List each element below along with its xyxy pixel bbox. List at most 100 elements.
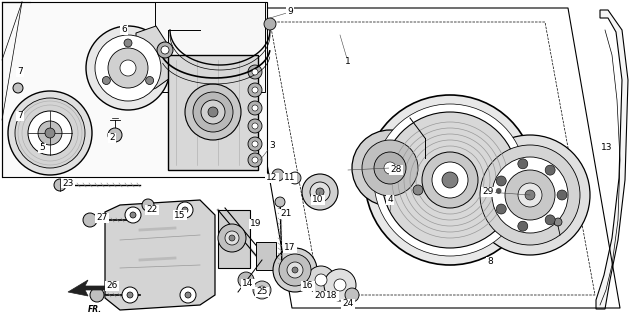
Circle shape	[15, 98, 85, 168]
Circle shape	[374, 104, 526, 256]
Text: 24: 24	[342, 300, 354, 308]
Circle shape	[90, 288, 104, 302]
Text: FR.: FR.	[88, 305, 102, 314]
Circle shape	[287, 262, 303, 278]
Circle shape	[142, 199, 154, 211]
Circle shape	[470, 135, 590, 255]
Circle shape	[382, 112, 518, 248]
Circle shape	[432, 162, 468, 198]
Text: •: •	[492, 182, 504, 202]
Circle shape	[365, 95, 535, 265]
Text: 11: 11	[284, 174, 296, 182]
Circle shape	[108, 48, 148, 88]
Bar	[256, 242, 276, 270]
Text: 27: 27	[96, 213, 108, 222]
Circle shape	[252, 157, 258, 163]
Polygon shape	[68, 280, 105, 296]
Circle shape	[193, 92, 233, 132]
Text: 14: 14	[243, 279, 253, 288]
Circle shape	[248, 137, 262, 151]
Circle shape	[496, 176, 506, 186]
Text: 15: 15	[174, 211, 186, 219]
Circle shape	[45, 128, 55, 138]
Text: 10: 10	[312, 196, 324, 204]
Polygon shape	[596, 10, 628, 309]
Circle shape	[518, 221, 528, 231]
Text: 28: 28	[390, 166, 402, 174]
Circle shape	[248, 83, 262, 97]
Circle shape	[422, 152, 478, 208]
Text: 21: 21	[280, 210, 292, 219]
Circle shape	[127, 292, 133, 298]
Circle shape	[518, 159, 528, 169]
Circle shape	[54, 179, 66, 191]
Circle shape	[218, 224, 246, 252]
Text: 19: 19	[250, 219, 262, 228]
Text: 6: 6	[121, 26, 127, 34]
Circle shape	[182, 207, 188, 213]
Circle shape	[125, 207, 141, 223]
Circle shape	[13, 83, 23, 93]
Text: 22: 22	[147, 205, 157, 214]
Circle shape	[316, 188, 324, 196]
Text: 4: 4	[387, 196, 393, 204]
Circle shape	[225, 231, 239, 245]
Circle shape	[83, 213, 97, 227]
Circle shape	[161, 46, 169, 54]
Circle shape	[362, 140, 418, 196]
Circle shape	[124, 39, 132, 47]
Text: 26: 26	[106, 281, 118, 291]
Text: 17: 17	[284, 243, 296, 253]
Circle shape	[177, 202, 193, 218]
Text: 29: 29	[483, 188, 493, 197]
Circle shape	[334, 279, 346, 291]
Circle shape	[315, 274, 327, 286]
Circle shape	[8, 91, 92, 175]
Circle shape	[185, 292, 191, 298]
Circle shape	[352, 130, 428, 206]
Text: 23: 23	[62, 179, 74, 188]
Polygon shape	[136, 26, 170, 96]
Text: 12: 12	[266, 174, 278, 182]
Circle shape	[28, 111, 72, 155]
Circle shape	[120, 60, 136, 76]
Circle shape	[480, 145, 580, 245]
Circle shape	[258, 286, 266, 294]
Text: 9: 9	[287, 8, 293, 17]
Circle shape	[505, 170, 555, 220]
Bar	[155, 2, 265, 92]
Circle shape	[253, 281, 271, 299]
Circle shape	[252, 141, 258, 147]
Text: 1: 1	[345, 57, 351, 66]
Circle shape	[229, 235, 235, 241]
Circle shape	[122, 287, 138, 303]
Circle shape	[324, 269, 356, 301]
Text: 20: 20	[314, 292, 326, 300]
Circle shape	[248, 153, 262, 167]
Circle shape	[345, 288, 359, 302]
Circle shape	[130, 212, 136, 218]
Circle shape	[185, 84, 241, 140]
Circle shape	[252, 123, 258, 129]
Circle shape	[248, 101, 262, 115]
Text: 7: 7	[17, 112, 23, 121]
Circle shape	[292, 267, 298, 273]
Circle shape	[496, 204, 506, 214]
Circle shape	[157, 42, 173, 58]
Circle shape	[525, 190, 535, 200]
Circle shape	[248, 65, 262, 79]
Circle shape	[279, 254, 311, 286]
Circle shape	[273, 248, 317, 292]
Circle shape	[518, 183, 542, 207]
Bar	[218, 210, 250, 268]
Circle shape	[38, 121, 62, 145]
Circle shape	[248, 119, 262, 133]
Circle shape	[557, 190, 567, 200]
Text: 5: 5	[39, 144, 45, 152]
Text: 13: 13	[601, 144, 612, 152]
Circle shape	[374, 152, 406, 184]
Circle shape	[252, 87, 258, 93]
Circle shape	[272, 169, 284, 181]
Text: 16: 16	[302, 281, 314, 291]
Circle shape	[492, 157, 568, 233]
